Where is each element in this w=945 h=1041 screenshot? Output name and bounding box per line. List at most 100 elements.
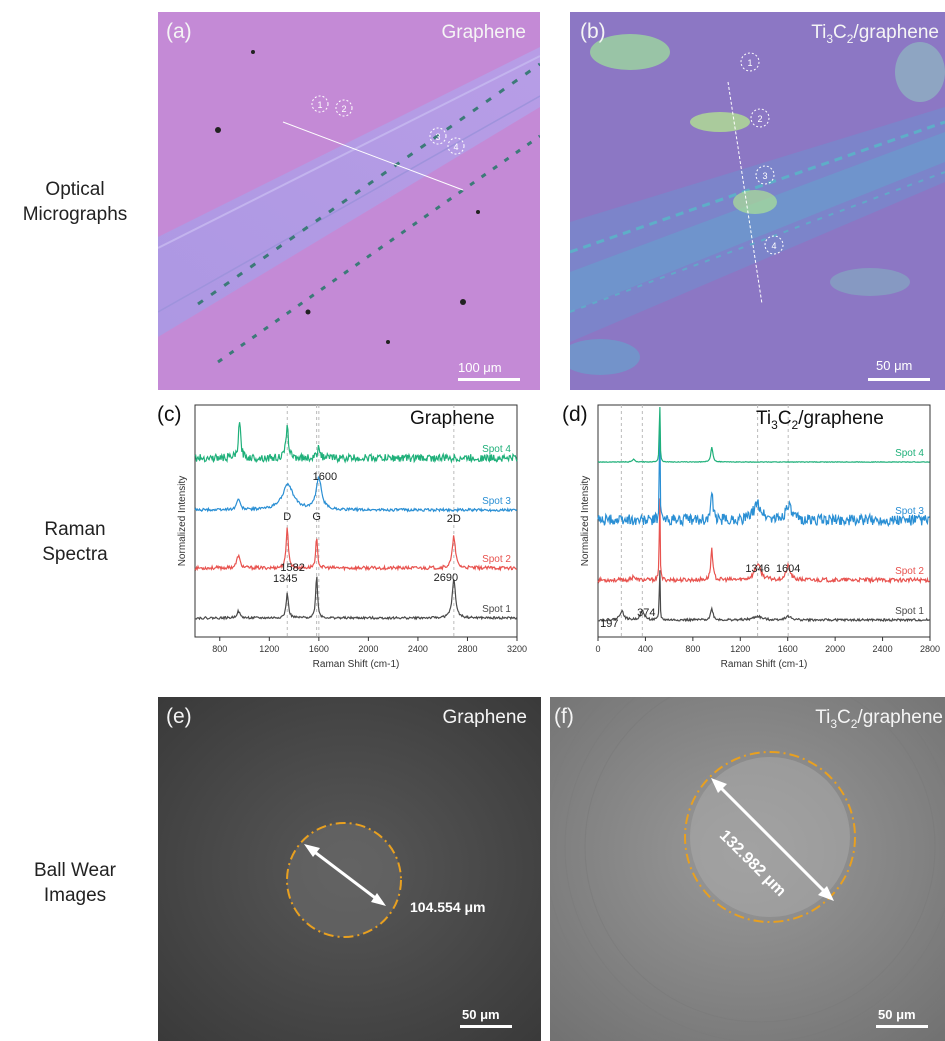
peak-annotation: 2D xyxy=(447,513,461,525)
series-label: Spot 1 xyxy=(895,606,924,617)
row-label-line: Optical xyxy=(45,179,105,200)
x-tick-label: 1600 xyxy=(778,644,798,654)
title-sub: 2 xyxy=(791,417,799,432)
spot-marker-3: 3 xyxy=(435,132,440,142)
plot-frame xyxy=(597,404,931,638)
title-sub: 3 xyxy=(826,31,833,46)
scale-bar xyxy=(460,1025,512,1028)
row-label-optical: Optical Micrographs xyxy=(0,177,150,227)
row-label-raman: Raman Spectra xyxy=(0,517,150,567)
title-part: Ti xyxy=(811,22,827,43)
scale-bar xyxy=(458,378,520,381)
series-label: Spot 3 xyxy=(895,506,924,517)
panel-letter: (b) xyxy=(580,20,606,43)
panel-letter: (c) xyxy=(157,403,182,426)
row-label-line: Images xyxy=(43,885,107,906)
series-label: Spot 4 xyxy=(895,448,924,459)
x-tick-label: 1200 xyxy=(730,644,750,654)
series-line xyxy=(194,475,518,513)
series-label: Spot 3 xyxy=(482,496,511,507)
ball-wear-graphene: (e) Graphene 104.554 μm 50 μm xyxy=(158,697,541,1041)
series-line xyxy=(598,570,930,623)
panel-letter: (d) xyxy=(562,403,588,426)
x-tick-label: 400 xyxy=(638,644,653,654)
series-line xyxy=(597,422,930,528)
panel-title: Ti3C2/graphene xyxy=(815,707,943,731)
peak-annotation: 1604 xyxy=(776,563,800,575)
spot-marker-1: 1 xyxy=(747,58,752,68)
title-sub: 3 xyxy=(771,417,778,432)
spot-marker-2: 2 xyxy=(757,114,762,124)
series-label: Spot 2 xyxy=(895,566,924,577)
y-axis-label: Normalized Intensity xyxy=(177,476,188,567)
row-label-line: Raman xyxy=(44,519,106,540)
chart-title: Graphene xyxy=(410,408,495,429)
wear-f-image xyxy=(550,697,945,1041)
series-label: Spot 4 xyxy=(482,444,511,455)
series-line xyxy=(194,422,518,464)
micrograph-b-image: 1 2 3 4 xyxy=(570,34,945,375)
row-label-line: Ball Wear xyxy=(33,860,116,881)
wear-diameter-label: 104.554 μm xyxy=(410,899,486,915)
peak-annotation: 1346 xyxy=(745,563,769,575)
x-tick-label: 2800 xyxy=(920,644,940,654)
title-part: C xyxy=(777,408,792,429)
panel-letter: (e) xyxy=(166,705,192,728)
x-tick-label: 0 xyxy=(595,644,600,654)
x-tick-label: 800 xyxy=(685,644,700,654)
raman-chart-d-svg: 0 400 800 1200 1600 2000 2400 2800 Raman Shift (… xyxy=(580,404,940,670)
x-tick-label: 800 xyxy=(212,644,227,654)
scale-label: 50 μm xyxy=(462,1007,500,1022)
spot-marker-1: 1 xyxy=(317,100,322,110)
series-line xyxy=(597,498,930,585)
y-axis-label: Normalized Intensity xyxy=(580,476,591,567)
series-label: Spot 2 xyxy=(482,554,511,565)
spot-marker-4: 4 xyxy=(453,142,458,152)
x-tick-label: 3200 xyxy=(507,644,527,654)
panel-letter: (a) xyxy=(166,20,192,43)
raman-chart-c-svg: 800 1200 1600 2000 2400 2800 3200 Raman Shift (… xyxy=(177,404,527,670)
row-label-line: Micrographs xyxy=(22,204,128,225)
peak-annotation: 374 xyxy=(637,607,655,619)
series-line xyxy=(598,406,930,464)
peak-annotation: 2690 xyxy=(434,572,458,584)
plot-frame xyxy=(194,404,518,638)
spot-marker-2: 2 xyxy=(341,104,346,114)
micrograph-graphene: 1 2 3 4 (a) Graphene 100 μm xyxy=(158,12,540,390)
series-label: Spot 1 xyxy=(482,604,511,615)
x-tick-label: 2400 xyxy=(408,644,428,654)
peak-annotation: 197 xyxy=(600,618,618,630)
row-label-wear: Ball Wear Images xyxy=(0,858,150,908)
scale-label: 50 μm xyxy=(876,358,913,373)
x-tick-label: 1600 xyxy=(309,644,329,654)
wear-e-image xyxy=(158,697,541,1041)
x-tick-label: 2400 xyxy=(873,644,893,654)
scale-bar xyxy=(868,378,930,381)
spot-marker-3: 3 xyxy=(762,171,767,181)
panel-title: Graphene xyxy=(442,707,527,728)
title-sub: 2 xyxy=(846,31,854,46)
panel-letter: (f) xyxy=(554,705,574,728)
title-part: C xyxy=(837,707,851,728)
title-part: /graphene xyxy=(857,707,943,728)
panel-title: Graphene xyxy=(441,22,526,43)
scale-label: 100 μm xyxy=(458,360,502,375)
panel-title: Ti3C2/graphene xyxy=(811,22,939,46)
peak-annotation: G xyxy=(312,511,321,523)
raman-chart-ti3c2-graphene: 0 400 800 1200 1600 2000 2400 2800 Raman Shift (… xyxy=(560,400,940,670)
title-part: C xyxy=(833,22,847,43)
series-line xyxy=(194,527,518,572)
series-line xyxy=(195,576,518,621)
peak-annotation: 1582 xyxy=(280,562,304,574)
title-part: Ti xyxy=(756,408,772,429)
x-tick-label: 2800 xyxy=(457,644,477,654)
scale-label: 50 μm xyxy=(878,1007,916,1022)
raman-chart-graphene: 800 1200 1600 2000 2400 2800 3200 Raman Shift (… xyxy=(155,400,535,670)
ball-wear-ti3c2-graphene: (f) Ti3C2/graphene 132.982 μm 50 μm xyxy=(550,697,945,1041)
micrograph-ti3c2-graphene: 1 2 3 4 (b) Ti3C2/graphene 50 μm xyxy=(570,12,945,390)
x-tick-label: 1200 xyxy=(259,644,279,654)
chart-title: Ti3C2/graphene xyxy=(756,408,884,432)
title-part: Ti xyxy=(815,707,831,728)
peak-annotation: D xyxy=(283,511,291,523)
title-sub: 2 xyxy=(850,716,858,731)
